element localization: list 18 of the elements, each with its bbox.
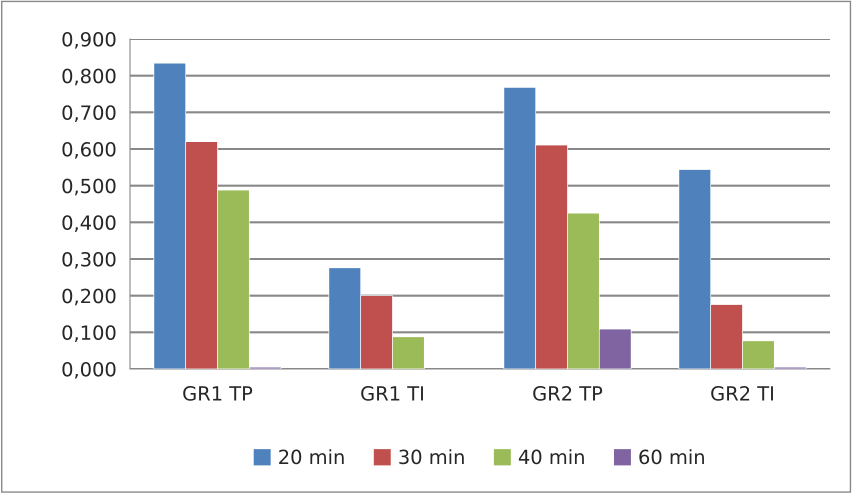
x-tick-label: GR2 TP [533,386,602,401]
legend-label: 60 min [639,449,704,464]
y-tick-label: 0,800 [62,68,116,86]
y-tick-label: 0,700 [62,105,116,122]
y-tick-label: 0,600 [62,142,116,159]
y-tick-label: 0,100 [62,325,116,342]
y-tick-label: 0,300 [62,252,116,269]
x-tick-label: GR2 TI [711,386,773,401]
legend-label: 20 min [279,449,344,464]
y-tick-label: 0,900 [62,32,116,49]
y-tick-label: 0,500 [62,178,116,196]
legend-label: 30 min [399,449,464,464]
legend-label: 40 min [518,449,584,464]
x-tick-label: GR1 TI [361,386,423,401]
y-tick-label: 0,000 [62,362,116,379]
y-tick-label: 0,400 [62,215,116,232]
x-tick-label: GR1 TP [183,386,252,401]
y-tick-label: 0,200 [62,288,116,306]
